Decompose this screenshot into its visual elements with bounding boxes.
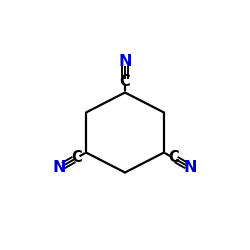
Text: C: C [168,150,179,166]
Text: N: N [184,160,197,176]
Text: C: C [71,150,82,166]
Text: N: N [118,54,132,69]
Text: N: N [53,160,66,176]
Text: C: C [120,74,130,89]
